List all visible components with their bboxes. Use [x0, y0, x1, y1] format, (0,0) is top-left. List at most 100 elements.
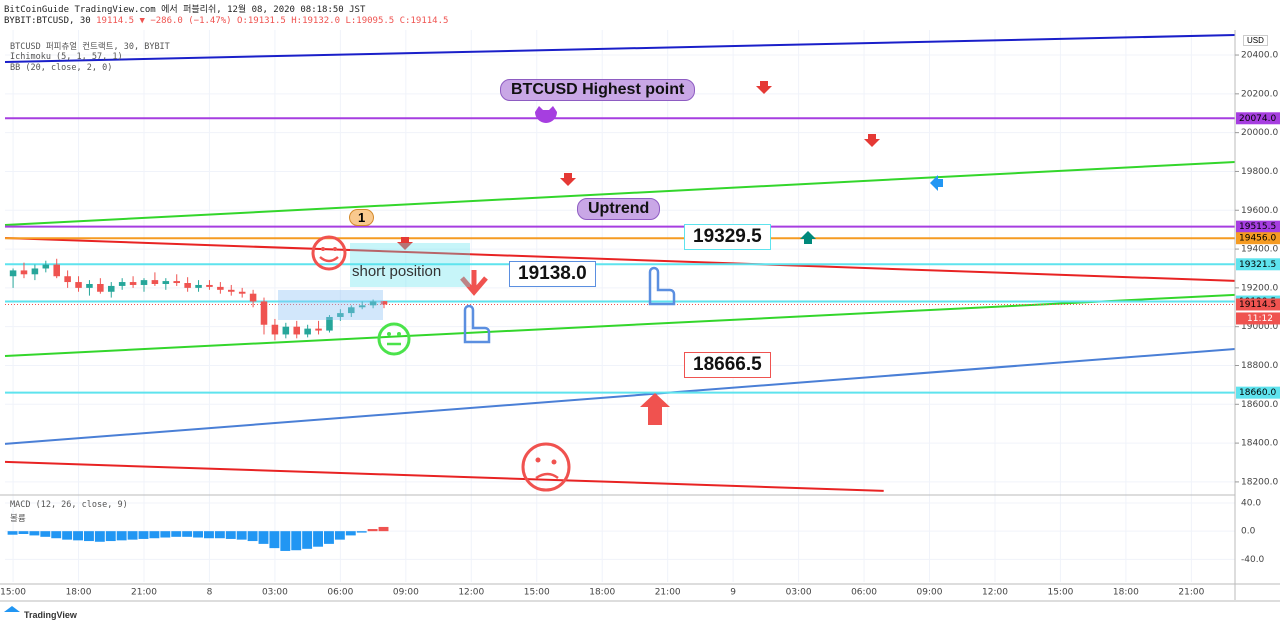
candle-body	[162, 281, 170, 284]
y-tick-label: 18400.0	[1241, 439, 1278, 449]
currency: USD	[1243, 35, 1268, 46]
y-tick-label: 19200.0	[1241, 283, 1278, 293]
icons	[4, 81, 943, 612]
candle-body	[304, 328, 311, 335]
y-tick-label: 0.0	[1241, 527, 1256, 537]
macd-bar	[40, 531, 51, 537]
x-tick-label: 06:00	[327, 588, 353, 598]
trend-line	[4, 237, 1236, 282]
price-label-box	[1236, 232, 1280, 245]
open: O:19131.5	[237, 16, 286, 26]
cat-icon	[535, 106, 557, 123]
callout-price: 19329.5	[684, 224, 771, 250]
candle-body	[184, 283, 191, 288]
macd-bar	[214, 531, 225, 539]
brand-logo	[4, 606, 20, 612]
x-tick-label: 15:00	[1047, 588, 1073, 598]
y-tick-label: 19800.0	[1241, 167, 1278, 177]
macd-bar	[94, 531, 105, 542]
macd-bar	[51, 531, 62, 539]
callout-price: 18666.5	[684, 352, 771, 378]
macd-bar	[18, 531, 29, 534]
x-tick-label: 15:00	[0, 588, 26, 598]
marks	[4, 34, 1236, 551]
price-label-box	[1236, 112, 1280, 125]
x-tick-label: 18:00	[66, 588, 92, 598]
target-zone	[278, 290, 383, 320]
candle-body	[31, 268, 39, 275]
macd-bar	[138, 531, 149, 539]
macd-bar	[73, 531, 83, 541]
price-label: 18660.0	[1239, 388, 1276, 398]
candle-body	[326, 316, 333, 331]
candle-body	[380, 301, 388, 305]
x-tick-label: 03:00	[262, 588, 288, 598]
x-tick-label: 8	[207, 588, 213, 598]
brand: TradingView	[24, 610, 77, 620]
macd-bar	[127, 531, 138, 540]
callout-short: short position	[352, 263, 442, 280]
price-label: 20074.0	[1239, 114, 1276, 124]
x-tick-label: 09:00	[393, 588, 419, 598]
candle-body	[260, 301, 268, 325]
x-tick-label: 03:00	[786, 588, 812, 598]
legend-item: BB (20, close, 2, 0)	[10, 63, 113, 73]
price-label: 19114.5	[1239, 300, 1276, 310]
macd-bar	[225, 531, 236, 539]
macd-bar	[149, 531, 160, 539]
candle-body	[97, 283, 104, 292]
callout-highest: BTCUSD Highest point	[500, 79, 696, 101]
x-tick-label: 15:00	[524, 588, 550, 598]
legend-item: BTCUSD 퍼피츄얼 컨트랙트, 30, BYBIT	[10, 42, 170, 52]
candle-body	[107, 285, 115, 292]
price-label: 19321.5	[1239, 260, 1276, 270]
macd-bar	[193, 531, 203, 538]
macd-bar	[203, 531, 214, 539]
candle-body	[358, 305, 366, 308]
macd-bar	[356, 531, 367, 533]
macd-bar	[367, 529, 378, 532]
macd-title: MACD (12, 26, close, 9)	[10, 500, 128, 510]
macd-bar	[324, 531, 334, 544]
candle-body	[315, 328, 322, 331]
y-tick-label: 18800.0	[1241, 361, 1278, 371]
macd-bar	[291, 531, 302, 551]
trend-line	[4, 460, 884, 492]
short-zone	[350, 243, 470, 287]
confused-icon	[521, 442, 571, 492]
macd-bar	[83, 531, 94, 542]
y-tick-label: 19400.0	[1241, 245, 1278, 255]
x-tick-label: 12:00	[982, 588, 1008, 598]
price-label-box	[1236, 258, 1280, 271]
smile-icon	[311, 235, 347, 271]
price-label: 19456.0	[1239, 234, 1276, 244]
legend-item: Ichimoku (5, 1, 57, 1)	[10, 52, 123, 62]
macd-bar	[236, 531, 247, 540]
neutral-icon	[377, 322, 411, 356]
macd-bar	[7, 531, 18, 535]
change: ▼ −286.0 (−1.47%)	[139, 16, 232, 26]
candle-body	[75, 282, 82, 288]
candle-body	[129, 282, 137, 285]
candle-body	[195, 284, 202, 288]
candle-body	[206, 284, 213, 287]
trend-line	[4, 160, 1236, 227]
macd-bar	[280, 531, 291, 551]
candle-body	[282, 326, 290, 335]
y-tick-label: 18600.0	[1241, 400, 1278, 410]
grid	[5, 30, 1235, 582]
hand-icon	[463, 304, 491, 344]
candle-body	[369, 301, 377, 306]
low: L:19095.5	[345, 16, 395, 26]
macd-bar	[313, 531, 324, 547]
x-tick-label: 18:00	[1113, 588, 1139, 598]
callout-number: 1	[349, 209, 375, 226]
down-arrow	[460, 270, 488, 296]
candle-body	[271, 324, 279, 335]
candle-body	[228, 289, 235, 292]
candle-body	[238, 291, 246, 294]
macd-bar	[258, 531, 269, 544]
price-label-box	[1236, 298, 1280, 311]
